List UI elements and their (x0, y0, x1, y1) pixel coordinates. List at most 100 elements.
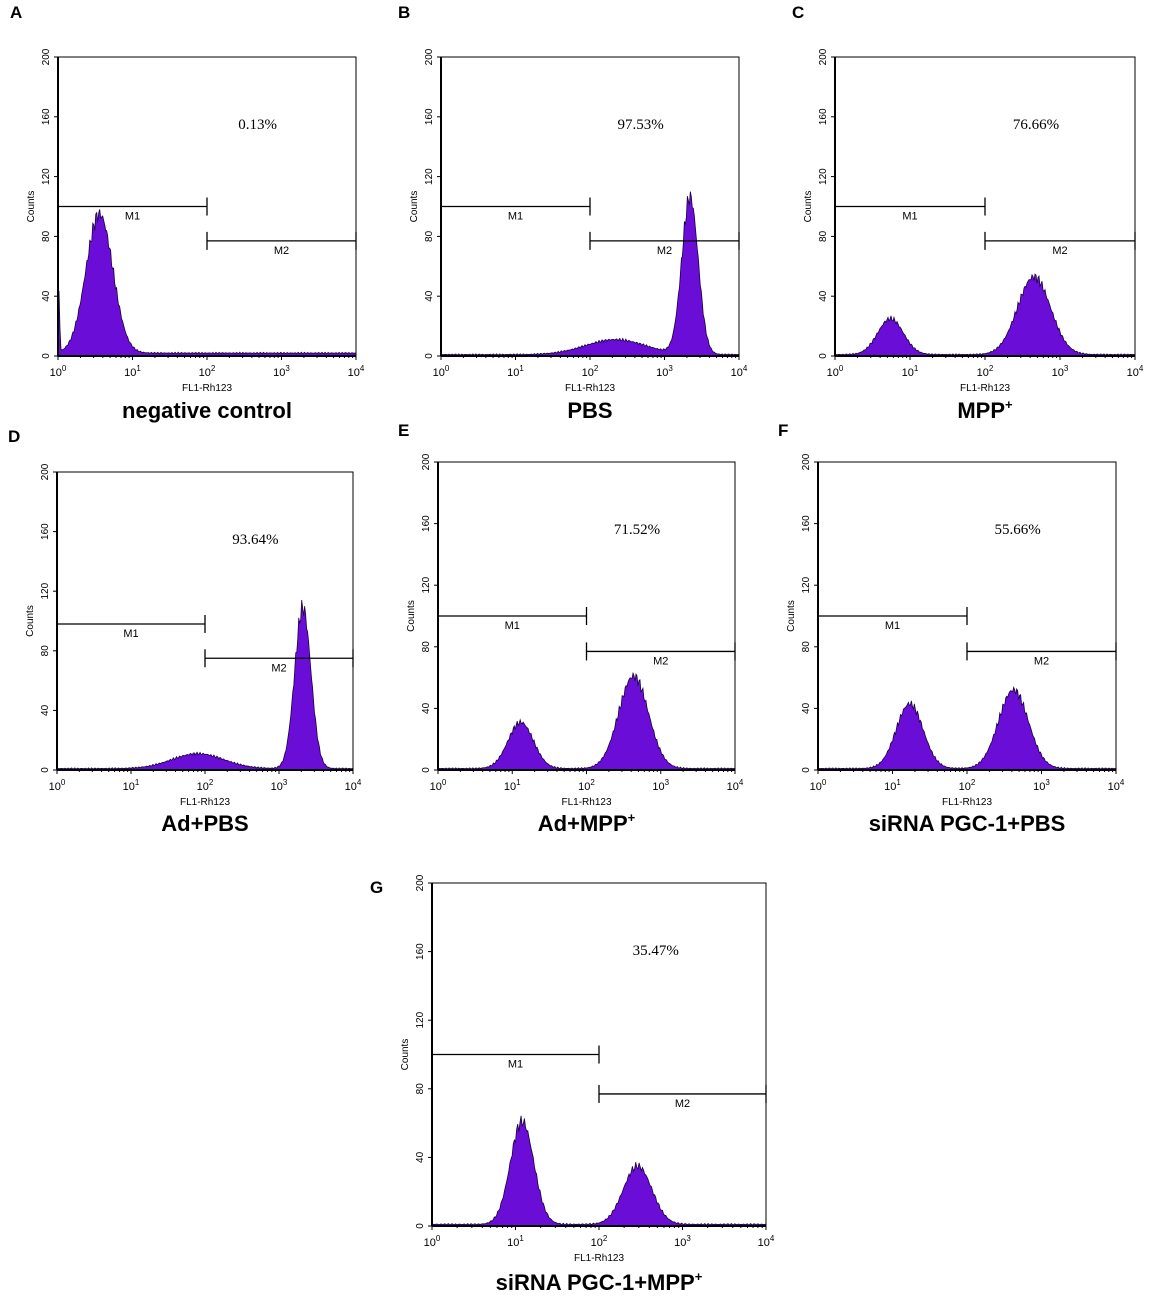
x-tick-label: 102 (977, 364, 994, 379)
x-tick-label: 101 (902, 364, 919, 379)
y-axis-title: Counts (409, 191, 420, 223)
histogram-series (437, 671, 736, 771)
histogram-series (834, 273, 1136, 357)
x-axis-title: FL1-Rh123 (180, 797, 230, 808)
panel-letter: C (792, 3, 804, 22)
x-tick-label: 103 (1033, 778, 1050, 793)
x-tick-label: 101 (504, 778, 521, 793)
y-axis-title: Counts (26, 191, 37, 223)
y-tick-label: 80 (818, 230, 829, 242)
y-tick-label: 120 (415, 1011, 426, 1028)
y-tick-label: 80 (801, 641, 812, 653)
y-tick-label: 40 (818, 290, 829, 302)
gate-label: M1 (508, 1059, 523, 1071)
gate-m2: M2 (206, 231, 357, 257)
panel-b: 0 40 80 120 160 200 Counts 100 101 102 103 104 FL1-R… (398, 3, 748, 423)
x-tick-label: 104 (727, 778, 744, 793)
y-tick-label: 120 (424, 168, 435, 185)
y-tick-label: 40 (40, 704, 51, 716)
x-axis-title: FL1-Rh123 (182, 383, 232, 394)
y-tick-label: 160 (424, 108, 435, 125)
x-tick-label: 100 (810, 778, 827, 793)
gate-m2: M2 (589, 231, 740, 257)
y-tick-label: 80 (41, 230, 52, 242)
panel-caption: siRNA PGC-1+MPP+ (496, 1269, 703, 1295)
gate-m1: M1 (834, 197, 986, 223)
panel-caption: negative control (122, 398, 292, 423)
panel-c: 0 40 80 120 160 200 Counts 100 101 102 103 104 FL1-R… (792, 3, 1144, 423)
x-axis-title: FL1-Rh123 (574, 1253, 624, 1264)
x-tick-label: 101 (124, 364, 141, 379)
panel-d: 0 40 80 120 160 200 Counts 100 101 102 103 104 FL1-R… (8, 427, 362, 836)
x-tick-label: 100 (430, 778, 447, 793)
histogram-series (57, 209, 357, 357)
x-tick-label: 100 (827, 364, 844, 379)
y-tick-label: 80 (421, 641, 432, 653)
y-tick-label: 160 (421, 515, 432, 532)
x-tick-label: 103 (656, 364, 673, 379)
x-tick-label: 104 (758, 1234, 775, 1249)
gate-m1: M1 (440, 197, 591, 223)
gate-m1: M1 (437, 607, 588, 632)
y-tick-label: 80 (40, 645, 51, 657)
gate-m2: M2 (585, 642, 736, 667)
panel-caption: PBS (567, 398, 612, 423)
y-tick-label: 120 (801, 576, 812, 593)
percentage-label: 93.64% (232, 532, 278, 548)
gate-label: M1 (125, 211, 140, 223)
x-tick-label: 104 (348, 364, 365, 379)
panel-g: 0 40 80 120 160 200 Counts 100 101 102 103 104 FL1-R… (370, 874, 775, 1295)
x-axis-title: FL1-Rh123 (565, 383, 615, 394)
panel-e: 0 40 80 120 160 200 Counts 100 101 102 103 104 FL1-R… (398, 421, 744, 836)
panel-a: 0 40 80 120 160 200 Counts 100 101 102 103 104 FL1-R… (10, 3, 365, 423)
x-tick-label: 100 (424, 1234, 441, 1249)
x-tick-label: 102 (199, 364, 216, 379)
y-tick-label: 200 (424, 48, 435, 65)
histogram-series (817, 686, 1117, 771)
gate-label: M1 (123, 628, 138, 640)
y-tick-label: 80 (424, 230, 435, 242)
x-tick-label: 102 (591, 1234, 608, 1249)
y-tick-label: 120 (41, 168, 52, 185)
y-tick-label: 160 (40, 523, 51, 540)
y-tick-label: 160 (801, 515, 812, 532)
gate-label: M1 (902, 211, 917, 223)
x-tick-label: 103 (273, 364, 290, 379)
panel-caption: Ad+PBS (161, 811, 248, 836)
gate-m2: M2 (204, 649, 354, 674)
histogram-series (56, 599, 354, 771)
gate-m2: M2 (598, 1084, 767, 1110)
y-tick-label: 200 (818, 48, 829, 65)
panel-letter: B (398, 3, 410, 22)
panel-f: 0 40 80 120 160 200 Counts 100 101 102 103 104 FL1-R… (778, 421, 1125, 836)
y-axis-title: Counts (400, 1039, 411, 1071)
y-tick-label: 120 (40, 582, 51, 599)
gate-m2: M2 (966, 642, 1117, 667)
gate-m2: M2 (984, 231, 1136, 257)
histogram-series (440, 191, 740, 357)
y-tick-label: 120 (421, 576, 432, 593)
x-tick-label: 103 (1052, 364, 1069, 379)
y-tick-label: 80 (415, 1083, 426, 1095)
x-tick-label: 104 (731, 364, 748, 379)
x-axis-title: FL1-Rh123 (942, 797, 992, 808)
x-tick-label: 101 (884, 778, 901, 793)
x-tick-label: 101 (507, 1234, 524, 1249)
x-tick-label: 101 (123, 778, 140, 793)
y-tick-label: 40 (424, 290, 435, 302)
y-tick-label: 0 (40, 767, 51, 773)
y-tick-label: 160 (415, 943, 426, 960)
x-tick-label: 100 (433, 364, 450, 379)
x-tick-label: 103 (271, 778, 288, 793)
x-tick-label: 104 (345, 778, 362, 793)
gate-label: M2 (1034, 655, 1049, 667)
y-tick-label: 40 (421, 702, 432, 714)
x-tick-label: 102 (959, 778, 976, 793)
y-tick-label: 0 (415, 1223, 426, 1229)
gate-label: M2 (1052, 245, 1067, 257)
y-tick-label: 40 (41, 290, 52, 302)
y-axis-title: Counts (25, 605, 36, 637)
y-tick-label: 200 (421, 453, 432, 470)
gate-label: M1 (508, 211, 523, 223)
